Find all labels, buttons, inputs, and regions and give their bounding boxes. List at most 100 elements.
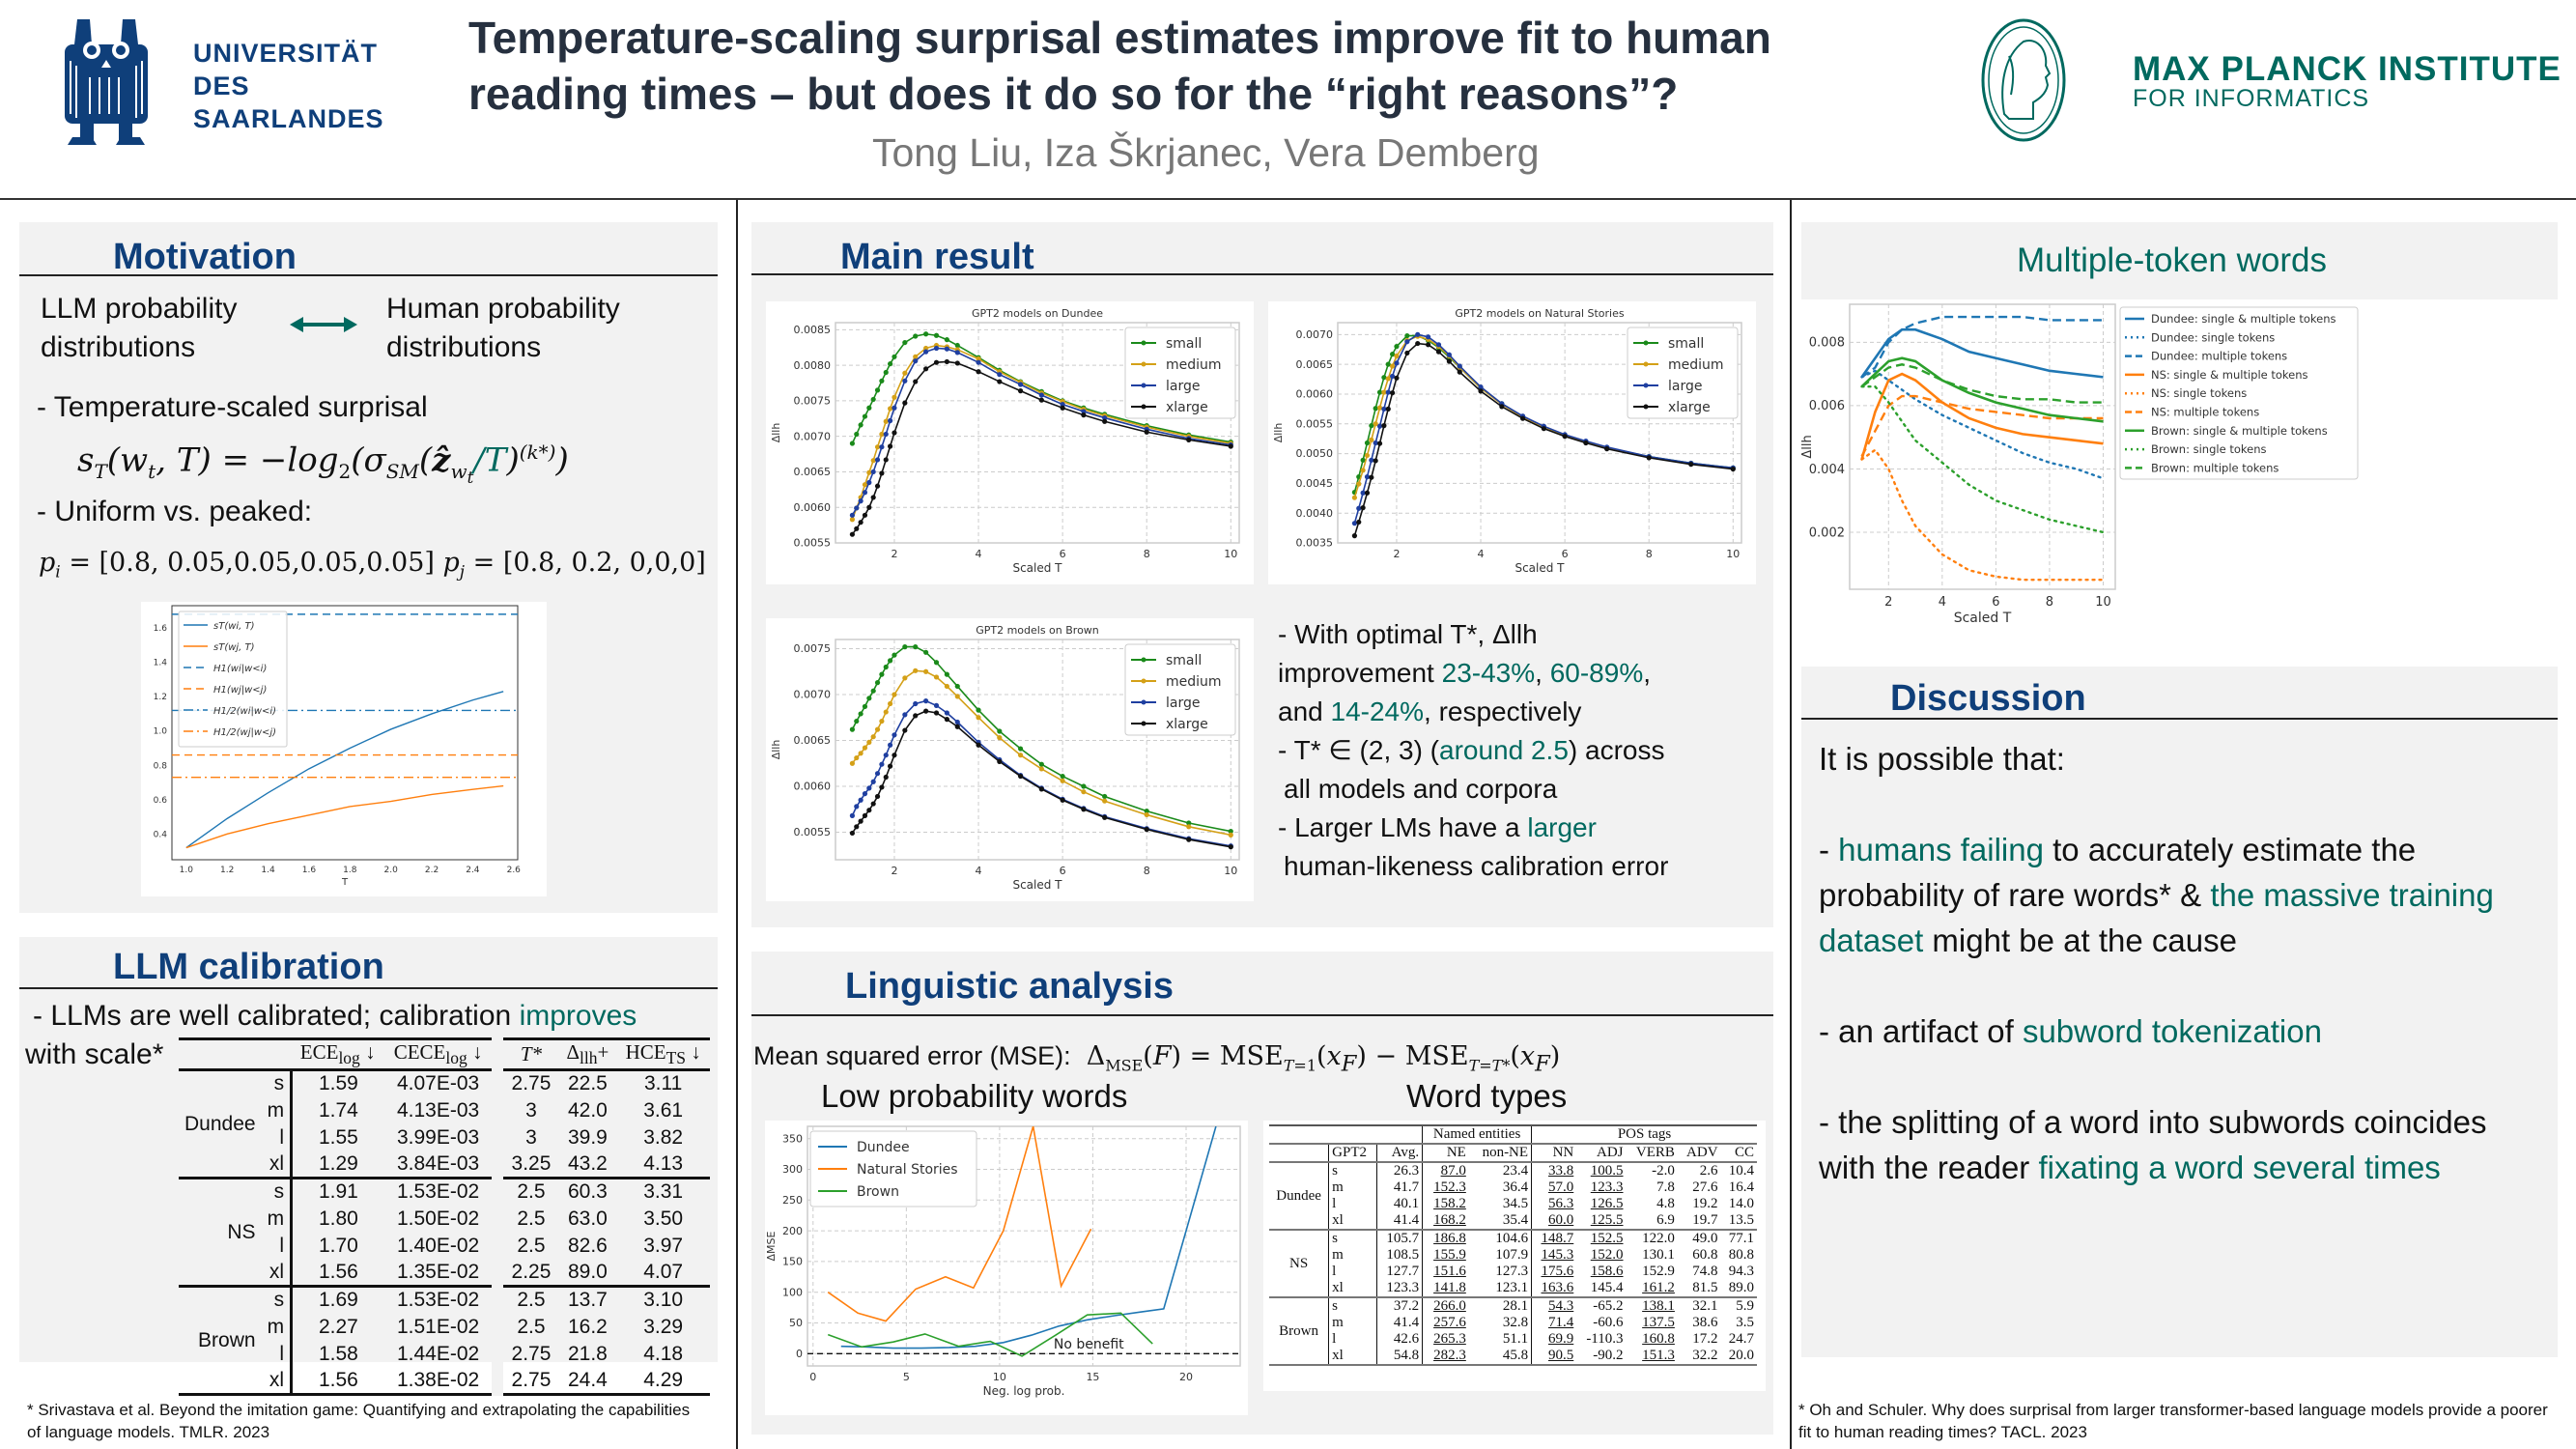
table-cell: 69.9 — [1531, 1331, 1577, 1348]
calibration-row: l 1.70 1.40E-02 2.5 82.6 3.97 — [179, 1232, 710, 1260]
table-cell: 80.8 — [1728, 1247, 1754, 1263]
table-cell: 24.4 — [567, 1368, 608, 1391]
table-cell: 19.7 — [1692, 1212, 1718, 1228]
table-cell: 122.0 — [1642, 1231, 1675, 1246]
data-point-xlarge — [1562, 434, 1568, 440]
table-cell: -65.2 — [1593, 1298, 1624, 1314]
calibration-panel: LLM calibration - LLMs are well calibrat… — [19, 937, 718, 1395]
x-tick-label: 8 — [1144, 865, 1150, 877]
data-point-medium — [997, 735, 1003, 741]
legend-label: Brown: single & multiple tokens — [2151, 424, 2328, 438]
table-cell: 4.07E-03 — [383, 1069, 504, 1097]
x-tick-label: 2.2 — [425, 866, 439, 875]
table-cell: 158.6 — [1590, 1264, 1624, 1279]
model-size: xl — [261, 1367, 294, 1395]
legend-label: Natural Stories — [857, 1162, 958, 1178]
series-line — [1860, 315, 2104, 379]
data-point-small — [1228, 828, 1233, 835]
dundee-chart: GPT2 models on Dundee 2 4 6 8 10 0.0055 0.0060 0… — [766, 301, 1254, 584]
model-size: l — [261, 1123, 294, 1151]
calibration-title: LLM calibration — [113, 947, 384, 987]
table-cell: 23.4 — [1502, 1163, 1529, 1179]
y-tick-label: 0.4 — [154, 830, 168, 839]
legend-label: medium — [1166, 357, 1222, 373]
table-cell: 2.5 — [517, 1207, 546, 1230]
word-types-row: m 108.5 155.9 107.9 145.3 152.0 130.1 60.8 80.8 — [1269, 1247, 1757, 1264]
table-cell: 1.70 — [318, 1234, 358, 1257]
table-cell: 3.97 — [643, 1234, 684, 1257]
university-name: UNIVERSITÄT DES SAARLANDES — [193, 39, 384, 133]
data-point-medium — [1144, 811, 1149, 818]
model-size: m — [1328, 1247, 1377, 1264]
linguistic-rule — [751, 1014, 1773, 1016]
calibration-row: l 1.55 3.99E-03 3 39.9 3.82 — [179, 1123, 710, 1151]
pos-group-header: POS tags — [1531, 1125, 1757, 1144]
data-point-xlarge — [1376, 440, 1383, 446]
y-tick-label: 200 — [782, 1225, 803, 1237]
data-point-medium — [1376, 405, 1383, 411]
data-point-small — [883, 664, 889, 670]
table-cell: 2.75 — [511, 1342, 552, 1365]
data-point-medium — [879, 431, 885, 438]
legend-marker — [1141, 340, 1146, 346]
model-size: s — [1328, 1230, 1377, 1247]
table-cell: 1.55 — [318, 1125, 358, 1149]
table-cell: 14.0 — [1728, 1196, 1754, 1211]
data-point-xlarge — [913, 713, 919, 719]
table-cell: 137.5 — [1642, 1315, 1675, 1330]
x-tick-label: 1.0 — [180, 866, 194, 875]
data-point-medium — [849, 760, 856, 766]
x-tick-label: 10 — [1224, 548, 1237, 560]
x-tick-label: 1.8 — [343, 866, 357, 875]
data-point-large — [1369, 457, 1374, 463]
x-tick-label: 8 — [1646, 548, 1653, 560]
legend-label: H1/2(wj|w<j) — [213, 727, 276, 738]
table-cell: 3.50 — [643, 1207, 684, 1230]
column-header: Avg. — [1375, 1144, 1423, 1162]
table-cell: 1.56 — [318, 1368, 358, 1391]
data-point-xlarge — [954, 360, 960, 366]
table-cell: 28.1 — [1502, 1298, 1529, 1314]
table-cell: 27.6 — [1692, 1179, 1718, 1195]
x-tick-label: 0 — [809, 1371, 816, 1383]
data-point-large — [854, 804, 860, 810]
data-point-small — [854, 431, 860, 438]
y-tick-label: 0.0040 — [1296, 507, 1334, 520]
word-types-row: m 41.7 152.3 36.4 57.0 123.3 7.8 27.6 16.4 — [1269, 1179, 1757, 1196]
data-point-xlarge — [892, 430, 897, 436]
data-point-large — [1376, 423, 1383, 429]
discussion-footnote: * Oh and Schuler. Why does surprisal fro… — [1798, 1401, 2548, 1441]
bullet-uniform-peaked: - Uniform vs. peaked: — [37, 496, 313, 527]
legend-label: xlarge — [1166, 400, 1208, 415]
data-point-medium — [1060, 778, 1065, 783]
y-tick-label: 50 — [789, 1317, 803, 1329]
institute-name: MAX PLANCK INSTITUTE — [2133, 50, 2562, 88]
table-cell: 43.2 — [567, 1151, 608, 1175]
data-point-small — [849, 440, 856, 446]
table-cell: 1.56 — [318, 1260, 358, 1283]
data-point-xlarge — [1478, 388, 1484, 394]
table-cell: 266.0 — [1422, 1297, 1469, 1315]
legend-label: NS: single tokens — [2151, 386, 2247, 400]
y-axis-label: Δllh — [1272, 423, 1285, 443]
table-cell: 1.51E-02 — [383, 1313, 504, 1341]
data-point-xlarge — [1186, 437, 1192, 442]
table-cell: 1.44E-02 — [383, 1340, 504, 1368]
corpus-label: Dundee — [184, 1112, 256, 1135]
y-tick-label: 0.0065 — [794, 466, 832, 478]
chart-title: GPT2 models on Natural Stories — [1455, 307, 1624, 320]
table-cell: 1.91 — [318, 1180, 358, 1204]
data-point-small — [874, 387, 881, 393]
data-point-medium — [1381, 389, 1387, 395]
data-point-large — [858, 498, 863, 504]
data-point-xlarge — [1730, 466, 1736, 472]
data-point-small — [892, 354, 897, 359]
motivation-title: Motivation — [113, 237, 297, 277]
data-point-medium — [902, 370, 908, 376]
data-point-small — [1102, 793, 1108, 800]
data-point-small — [954, 342, 960, 349]
ns-chart: GPT2 models on Natural Stories 2 4 6 8 10 0.00… — [1268, 301, 1756, 584]
y-tick-label: 0.0070 — [1296, 328, 1334, 341]
data-point-xlarge — [849, 830, 856, 837]
header-rule — [0, 198, 2576, 200]
